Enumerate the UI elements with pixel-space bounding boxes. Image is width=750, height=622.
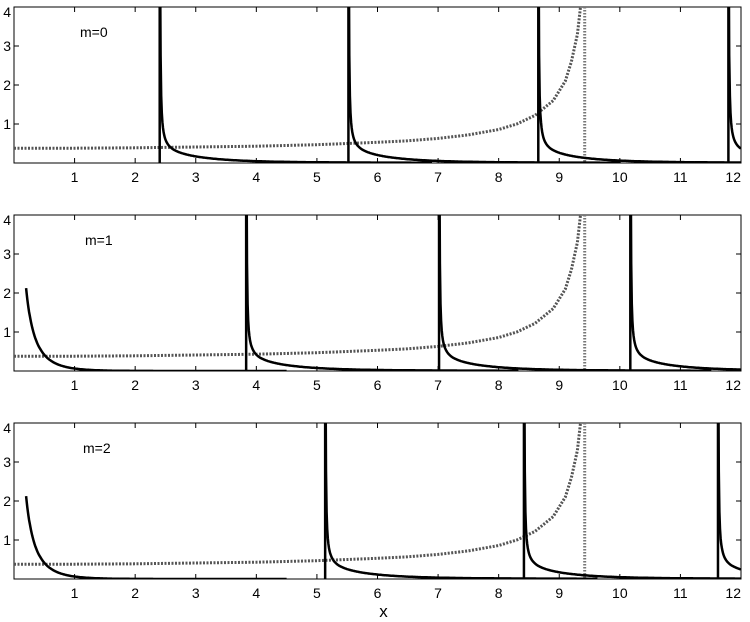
x-tick-label: 4	[252, 585, 260, 601]
series-branch	[727, 7, 741, 150]
x-tick-label: 3	[192, 377, 200, 393]
series-branch	[324, 423, 598, 579]
x-tick-label: 3	[192, 585, 200, 601]
y-tick-label: 2	[3, 285, 11, 301]
x-tick-label: 8	[495, 377, 503, 393]
x-tick-label: 3	[192, 169, 200, 185]
x-tick-label: 12	[725, 169, 741, 185]
x-tick-label: 1	[71, 585, 79, 601]
x-tick-label: 10	[612, 585, 628, 601]
x-tick-label: 5	[313, 377, 321, 393]
y-tick-label: 4	[3, 212, 11, 228]
y-tick-label: 4	[3, 4, 11, 20]
x-tick-label: 4	[252, 377, 260, 393]
y-tick-label: 3	[3, 38, 11, 54]
x-tick-label: 4	[252, 169, 260, 185]
x-tick-label: 6	[374, 169, 382, 185]
y-tick-label: 2	[3, 77, 11, 93]
x-tick-label: 11	[673, 377, 688, 393]
x-tick-label: 5	[313, 585, 321, 601]
series-branch	[347, 7, 621, 163]
reference-curve	[14, 423, 582, 566]
x-tick-label: 9	[555, 585, 563, 601]
x-tick-label: 2	[131, 169, 139, 185]
axes-frame	[13, 6, 742, 164]
x-tick-label: 2	[131, 377, 139, 393]
x-tick-label: 9	[555, 169, 563, 185]
x-tick-label: 12	[725, 585, 741, 601]
x-tick-label: 5	[313, 169, 321, 185]
x-tick-label: 7	[434, 169, 442, 185]
reference-curve	[14, 7, 582, 150]
series-branch	[438, 215, 712, 371]
y-tick-label: 1	[3, 116, 11, 132]
x-tick-label: 1	[71, 377, 79, 393]
series-branch	[537, 7, 741, 163]
y-tick-label: 4	[3, 420, 11, 436]
x-tick-label: 7	[434, 377, 442, 393]
x-tick-label: 12	[725, 377, 741, 393]
panel-label: m=2	[83, 440, 111, 456]
panel-label: m=0	[80, 24, 108, 40]
reference-curve	[14, 215, 582, 358]
x-tick-label: 8	[495, 169, 503, 185]
x-tick-label: 2	[131, 585, 139, 601]
x-tick-label: 11	[673, 169, 688, 185]
y-tick-label: 1	[3, 532, 11, 548]
x-tick-label: 6	[374, 585, 382, 601]
x-tick-label: 10	[612, 377, 628, 393]
series-branch	[523, 423, 741, 579]
x-tick-label: 10	[612, 169, 628, 185]
y-tick-label: 3	[3, 246, 11, 262]
x-tick-label: 11	[673, 585, 688, 601]
series-branch	[24, 287, 287, 371]
series-branch	[24, 495, 287, 579]
x-tick-label: 8	[495, 585, 503, 601]
axes-frame	[13, 422, 742, 580]
series-branch	[159, 7, 432, 163]
series-branch	[717, 423, 741, 571]
x-axis-title: x	[379, 602, 388, 621]
y-tick-label: 2	[3, 493, 11, 509]
series-branch	[245, 215, 519, 371]
x-tick-label: 6	[374, 377, 382, 393]
x-tick-label: 1	[71, 169, 79, 185]
series-branch	[629, 215, 741, 371]
y-tick-label: 3	[3, 454, 11, 470]
x-tick-label: 7	[434, 585, 442, 601]
y-tick-label: 1	[3, 324, 11, 340]
x-tick-label: 9	[555, 377, 563, 393]
panel-label: m=1	[85, 232, 113, 248]
